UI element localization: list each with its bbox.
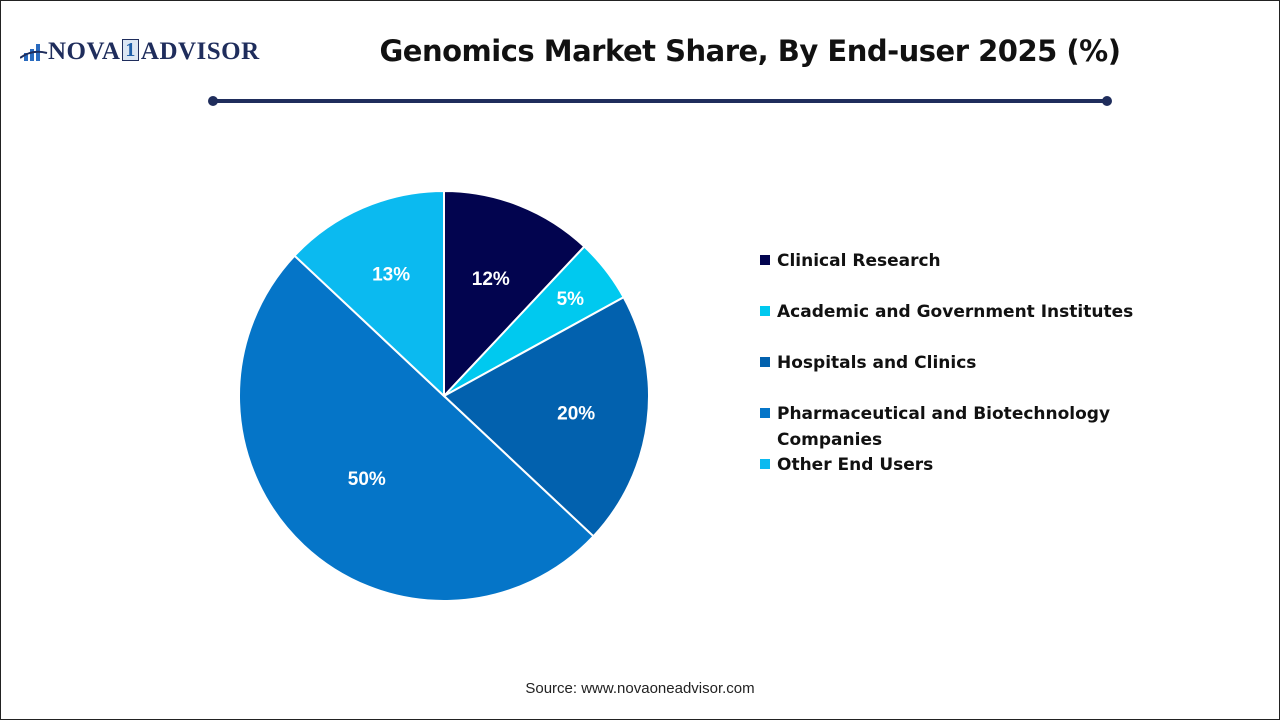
divider-dot-right [1102, 96, 1112, 106]
legend-item-clinical-research: Clinical Research [760, 248, 941, 274]
slice-label: 12% [472, 269, 510, 290]
pie-slice [442, 295, 650, 538]
legend-label-line1: Pharmaceutical and Biotechnology [777, 404, 1111, 424]
source-note: Source: www.novaoneadvisor.com [525, 680, 755, 697]
legend-label: Pharmaceutical and Biotechnology Compani… [777, 401, 1110, 453]
chart-title: Genomics Market Share, By End-user 2025 … [379, 34, 1122, 68]
legend-swatch [760, 408, 770, 418]
legend-label-line2: Companies [777, 430, 883, 450]
divider-dot-left [208, 96, 218, 106]
slice-label: 13% [372, 265, 410, 286]
nova-one-advisor-logo: NOVA 1 ADVISOR [20, 36, 260, 68]
legend-item-hospitals-clinics: Hospitals and Clinics [760, 350, 976, 376]
legend-label: Other End Users [777, 455, 934, 475]
pie-slice [293, 189, 445, 399]
legend-item-pharma-biotech: Pharmaceutical and Biotechnology Compani… [760, 401, 1110, 453]
legend-swatch [760, 255, 770, 265]
pie-slice [238, 254, 595, 602]
title-divider [213, 99, 1107, 103]
legend-item-other-end-users: Other End Users [760, 452, 933, 478]
logo-text-one: 1 [122, 39, 139, 61]
legend-swatch [760, 306, 770, 316]
legend-label: Hospitals and Clinics [777, 353, 977, 373]
logo-text-right: ADVISOR [140, 38, 260, 65]
slice-label: 5% [557, 289, 585, 310]
logo-text-left: NOVA [48, 38, 121, 65]
slice-label: 50% [348, 469, 386, 490]
legend-label: Clinical Research [777, 251, 941, 271]
legend-swatch [760, 459, 770, 469]
legend-item-academic-government: Academic and Government Institutes [760, 299, 1133, 325]
legend-label: Academic and Government Institutes [777, 302, 1134, 322]
bar-chart-logo-icon [20, 44, 48, 61]
legend-swatch [760, 357, 770, 367]
slice-label: 20% [557, 404, 595, 425]
pie-slice [443, 189, 586, 399]
